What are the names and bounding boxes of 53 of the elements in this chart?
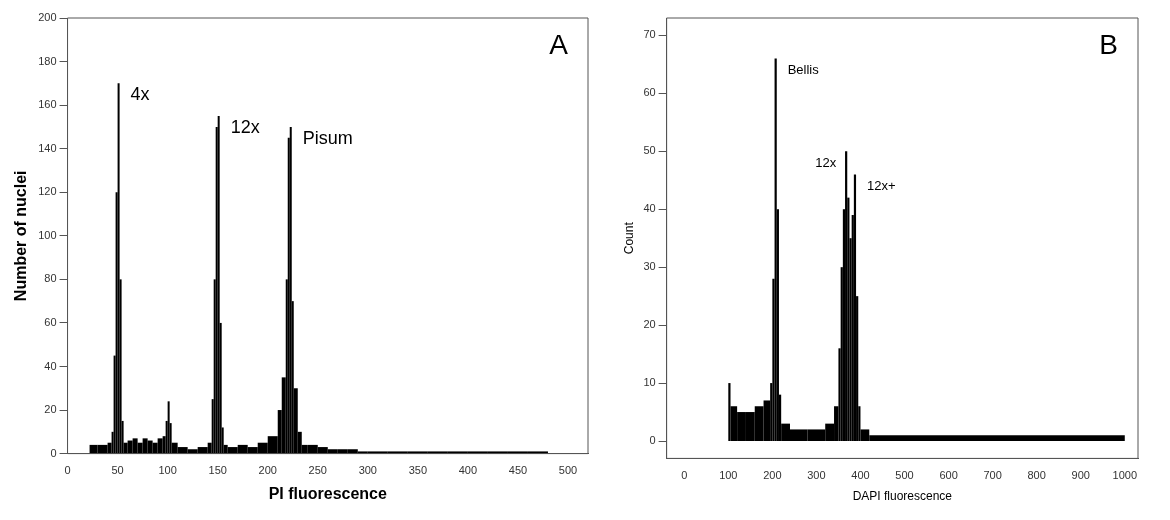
x-tick-label: 200 <box>258 464 277 477</box>
annotation: 12x <box>230 116 260 137</box>
x-tick-label: 900 <box>1071 469 1090 482</box>
annotation: 4x <box>130 84 150 105</box>
x-tick-label: 250 <box>308 464 327 477</box>
x-tick-label: 300 <box>807 469 826 482</box>
x-tick-label: 300 <box>358 464 377 477</box>
y-tick-label: 100 <box>38 228 57 241</box>
x-tick-label: 350 <box>408 464 428 477</box>
y-tick-label: 80 <box>44 272 57 285</box>
y-tick-label: 40 <box>643 202 656 215</box>
x-tick-label: 100 <box>719 469 738 482</box>
y-tick-label: 0 <box>50 446 57 459</box>
x-tick-label: 600 <box>939 469 958 482</box>
annotation: B <box>1099 28 1118 60</box>
y-tick-label: 180 <box>38 54 57 67</box>
y-tick-label: 20 <box>44 403 57 416</box>
y-tick-label: 70 <box>643 28 656 41</box>
x-tick-label: 150 <box>208 464 227 477</box>
x-tick-label: 200 <box>763 469 782 482</box>
y-axis-title: Count <box>621 221 636 255</box>
y-tick-label: 200 <box>38 11 57 24</box>
y-axis-title: Number of nuclei <box>12 170 30 302</box>
y-tick-label: 0 <box>649 434 656 447</box>
y-tick-label: 30 <box>643 260 656 273</box>
x-axis-title: PI fluorescence <box>268 484 388 502</box>
annotation: 12x <box>815 154 837 170</box>
y-tick-label: 140 <box>38 141 57 154</box>
y-tick-label: 60 <box>44 315 57 328</box>
x-tick-label: 700 <box>983 469 1002 482</box>
y-tick-label: 120 <box>38 185 57 198</box>
y-tick-label: 20 <box>643 318 656 331</box>
x-tick-label: 0 <box>681 469 688 482</box>
y-tick-label: 40 <box>44 359 57 372</box>
x-tick-label: 800 <box>1027 469 1046 482</box>
annotation: 12x+ <box>866 178 896 194</box>
annotation: Pisum <box>302 127 353 148</box>
x-tick-label: 450 <box>508 464 528 477</box>
x-tick-label: 100 <box>158 464 177 477</box>
annotation: A <box>549 28 569 60</box>
x-tick-label: 0 <box>64 464 71 477</box>
x-tick-label: 500 <box>558 464 578 477</box>
annotation: Bellis <box>787 62 820 78</box>
y-tick-label: 60 <box>643 86 656 99</box>
x-axis-title: DAPI fluorescence <box>852 489 953 504</box>
x-tick-label: 500 <box>895 469 914 482</box>
x-tick-label: 1000 <box>1112 469 1138 482</box>
x-tick-label: 400 <box>851 469 870 482</box>
x-tick-label: 400 <box>458 464 478 477</box>
y-tick-label: 160 <box>38 98 57 111</box>
y-tick-label: 10 <box>643 376 656 389</box>
x-tick-label: 50 <box>111 464 124 477</box>
y-tick-label: 50 <box>643 144 656 157</box>
